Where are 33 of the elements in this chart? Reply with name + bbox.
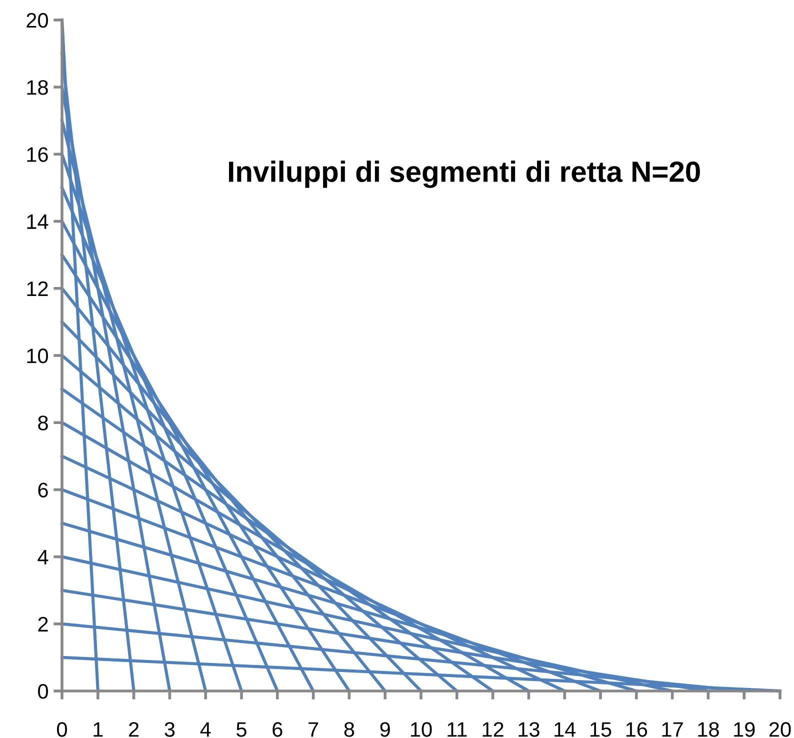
y-tick-label: 0 [38, 684, 48, 699]
y-tick-label: 18 [27, 80, 48, 95]
x-tick-label: 19 [734, 722, 755, 737]
x-tick-label: 12 [482, 722, 504, 737]
x-tick-label: 7 [308, 722, 318, 737]
y-tick-label: 12 [27, 281, 48, 296]
y-tick-label: 16 [27, 147, 48, 162]
x-tick-label: 11 [448, 722, 467, 737]
y-tick-label: 2 [38, 616, 48, 632]
x-tick-label: 5 [236, 722, 246, 737]
y-tick-label: 8 [38, 416, 48, 430]
x-tick-label: 17 [662, 722, 683, 737]
x-tick-label: 15 [590, 722, 612, 737]
x-tick-label: 2 [129, 722, 139, 737]
x-tick-label: 10 [411, 722, 432, 737]
x-tick-label: 6 [272, 722, 282, 737]
x-tick-label: 20 [769, 722, 791, 737]
x-tick-label: 1 [94, 722, 103, 737]
x-tick-label: 8 [344, 722, 354, 737]
x-tick-label: 13 [518, 722, 540, 737]
x-tick-label: 0 [57, 722, 67, 737]
x-tick-label: 4 [200, 722, 211, 737]
x-tick-label: 3 [164, 722, 175, 737]
y-tick-label: 10 [27, 348, 48, 364]
y-tick-label: 4 [38, 550, 48, 564]
x-tick-label: 14 [554, 722, 576, 737]
y-tick-label: 6 [38, 482, 48, 498]
y-tick-label: 14 [27, 214, 48, 229]
x-tick-label: 16 [626, 722, 648, 737]
x-tick-label: 9 [380, 722, 390, 737]
text: Inviluppi di segmenti di retta N=20 [229, 160, 700, 188]
x-tick-label: 18 [698, 722, 719, 737]
y-tick-label: 20 [26, 13, 48, 28]
